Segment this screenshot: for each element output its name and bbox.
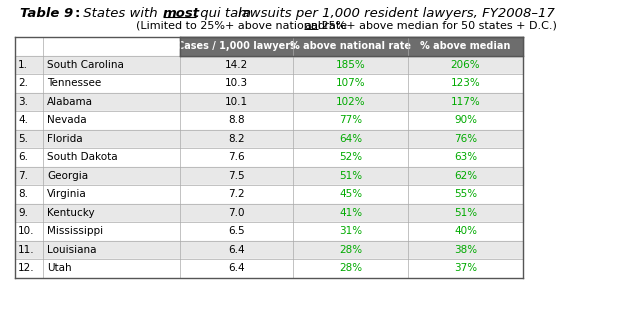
Bar — [180, 37, 523, 55]
Text: 5.: 5. — [18, 134, 28, 144]
Text: Table 9: Table 9 — [20, 7, 73, 20]
Text: 6.4: 6.4 — [228, 263, 245, 273]
Text: 45%: 45% — [339, 189, 362, 199]
Bar — [15, 74, 523, 93]
Text: 8.2: 8.2 — [228, 134, 245, 144]
Bar — [15, 129, 523, 148]
Text: 206%: 206% — [451, 60, 480, 70]
Text: % above national rate: % above national rate — [290, 41, 411, 51]
Bar — [15, 222, 523, 240]
Text: 11.: 11. — [18, 245, 34, 255]
Bar — [15, 148, 523, 167]
Text: 117%: 117% — [451, 97, 480, 107]
Text: Utah: Utah — [47, 263, 72, 273]
Text: 52%: 52% — [339, 152, 362, 162]
Text: Georgia: Georgia — [47, 171, 88, 181]
Text: 14.2: 14.2 — [225, 60, 248, 70]
Text: States with: States with — [79, 7, 162, 20]
Text: 10.3: 10.3 — [225, 78, 248, 88]
Text: 40%: 40% — [454, 226, 477, 236]
Text: 6.5: 6.5 — [228, 226, 245, 236]
Text: Florida: Florida — [47, 134, 83, 144]
Text: 51%: 51% — [454, 208, 477, 218]
Text: % above median: % above median — [420, 41, 511, 51]
Text: 7.: 7. — [18, 171, 28, 181]
Text: 10.: 10. — [18, 226, 34, 236]
Text: 28%: 28% — [339, 263, 362, 273]
Text: Kentucky: Kentucky — [47, 208, 95, 218]
Text: South Carolina: South Carolina — [47, 60, 124, 70]
Text: (Limited to 25%+ above national rate: (Limited to 25%+ above national rate — [136, 21, 350, 31]
Text: 185%: 185% — [336, 60, 365, 70]
Text: 6.4: 6.4 — [228, 245, 245, 255]
Text: 107%: 107% — [336, 78, 365, 88]
Text: 102%: 102% — [336, 97, 365, 107]
Text: 31%: 31% — [339, 226, 362, 236]
Text: South Dakota: South Dakota — [47, 152, 118, 162]
Text: Louisiana: Louisiana — [47, 245, 97, 255]
Text: 6.: 6. — [18, 152, 28, 162]
Text: 38%: 38% — [454, 245, 477, 255]
Text: Mississippi: Mississippi — [47, 226, 103, 236]
Text: 37%: 37% — [454, 263, 477, 273]
Text: 8.: 8. — [18, 189, 28, 199]
Text: most: most — [163, 7, 200, 20]
Text: 10.1: 10.1 — [225, 97, 248, 107]
Text: lawsuits per 1,000 resident lawyers, FY2008–17: lawsuits per 1,000 resident lawyers, FY2… — [238, 7, 555, 20]
Bar — [15, 111, 523, 129]
Text: 1.: 1. — [18, 60, 28, 70]
Text: and: and — [305, 21, 326, 31]
Text: 41%: 41% — [339, 208, 362, 218]
Text: 63%: 63% — [454, 152, 477, 162]
Text: 90%: 90% — [454, 115, 477, 125]
Text: 55%: 55% — [454, 189, 477, 199]
Text: Cases / 1,000 lawyers: Cases / 1,000 lawyers — [177, 41, 296, 51]
Text: 123%: 123% — [451, 78, 480, 88]
Text: 76%: 76% — [454, 134, 477, 144]
Text: 7.0: 7.0 — [228, 208, 245, 218]
Text: 2.: 2. — [18, 78, 28, 88]
Text: 7.5: 7.5 — [228, 171, 245, 181]
Bar — [15, 93, 523, 111]
Text: Tennessee: Tennessee — [47, 78, 101, 88]
Text: Alabama: Alabama — [47, 97, 93, 107]
Bar — [15, 167, 523, 185]
Text: 3.: 3. — [18, 97, 28, 107]
Text: Nevada: Nevada — [47, 115, 86, 125]
Text: 28%: 28% — [339, 245, 362, 255]
Bar — [15, 203, 523, 222]
Text: 25%+ above median for 50 states + D.C.): 25%+ above median for 50 states + D.C.) — [318, 21, 557, 31]
Bar — [15, 55, 523, 74]
Text: 8.8: 8.8 — [228, 115, 245, 125]
Text: Virginia: Virginia — [47, 189, 86, 199]
Text: 77%: 77% — [339, 115, 362, 125]
Text: 64%: 64% — [339, 134, 362, 144]
Bar — [15, 185, 523, 203]
Text: 9.: 9. — [18, 208, 28, 218]
Text: 51%: 51% — [339, 171, 362, 181]
Text: :: : — [74, 7, 80, 20]
Bar — [15, 240, 523, 259]
Bar — [15, 259, 523, 278]
Text: 62%: 62% — [454, 171, 477, 181]
Text: qui tam: qui tam — [196, 7, 256, 20]
Text: 7.6: 7.6 — [228, 152, 245, 162]
Text: 7.2: 7.2 — [228, 189, 245, 199]
Text: 12.: 12. — [18, 263, 34, 273]
Text: 4.: 4. — [18, 115, 28, 125]
